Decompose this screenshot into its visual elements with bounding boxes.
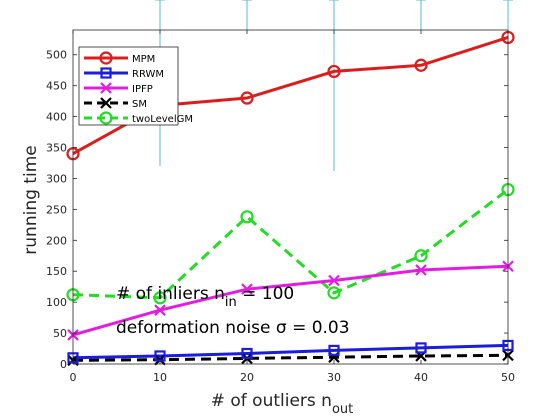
- marker-twolevelgm-1: [153, 291, 167, 305]
- marker-twolevelgm-3: [327, 286, 341, 300]
- legend-marker-sm: [100, 97, 112, 109]
- marker-mpm-4: [414, 58, 428, 72]
- y-tick-label-8: 400: [46, 111, 67, 124]
- legend-marker-mpm: [99, 51, 113, 65]
- y-tick-label-4: 200: [46, 234, 67, 247]
- x-axis-ticks: 0 10 20 30 40 50: [70, 30, 515, 384]
- legend-marker-ipfp: [100, 82, 112, 94]
- x-axis-label-main: # of outliers n: [211, 391, 332, 411]
- y-tick-label-7: 350: [46, 142, 67, 155]
- y-tick-label-0: 0: [60, 358, 67, 371]
- y-tick-label-6: 300: [46, 172, 67, 185]
- x-tick-label-4: 40: [414, 371, 428, 384]
- error-bars: [155, 0, 513, 172]
- marker-rrwm-4: [415, 342, 427, 354]
- legend-label-rrwm: RRWM: [132, 69, 164, 80]
- marker-ipfp-3: [328, 274, 340, 287]
- y-tick-label-3: 150: [46, 265, 67, 278]
- x-axis-label: # of outliers nout: [211, 391, 354, 417]
- y-tick-label-10: 500: [46, 49, 67, 62]
- marker-ipfp-1: [154, 304, 166, 316]
- marker-twolevelgm-2: [240, 210, 254, 224]
- annotation-inliers-main: # of inliers n: [116, 284, 225, 304]
- y-tick-label-2: 100: [46, 296, 67, 309]
- legend-marker-rrwm: [100, 67, 112, 79]
- legend-label-ipfp: IPFP: [132, 84, 153, 95]
- marker-twolevelgm-4: [414, 249, 428, 263]
- annotation-inliers: # of inliers nin = 100: [116, 284, 294, 310]
- annotation-inliers-suffix: = 100: [237, 284, 295, 304]
- legend-label-sm: SM: [132, 99, 147, 110]
- series-line-twolevelgm: [72, 188, 509, 300]
- y-tick-label-5: 250: [46, 203, 67, 216]
- marker-ipfp-4: [415, 264, 427, 276]
- y-axis-ticks: 0 50 100 150 200 250 300 350 400 450 500: [46, 49, 508, 371]
- legend-box: [78, 46, 179, 126]
- marker-rrwm-3: [328, 344, 340, 356]
- x-tick-label-1: 10: [153, 371, 167, 384]
- x-tick-label-0: 0: [70, 371, 77, 384]
- plot-frame: [72, 29, 509, 365]
- x-tick-label-2: 20: [240, 371, 254, 384]
- legend-label-twolevelgm: twoLevelGM: [132, 114, 193, 125]
- series-line-ipfp: [72, 264, 509, 337]
- annotation-noise: deformation noise σ = 0.03: [116, 318, 350, 338]
- x-tick-label-5: 50: [501, 371, 515, 384]
- series-line-rrwm: [72, 343, 509, 360]
- annotation-inliers-sub: in: [225, 295, 237, 310]
- y-axis-label: running time: [21, 145, 41, 254]
- legend-label-mpm: MPM: [132, 54, 155, 65]
- y-tick-label-1: 50: [53, 327, 67, 340]
- x-axis-label-sub: out: [332, 402, 353, 417]
- y-tick-label-9: 450: [46, 80, 67, 93]
- legend: MPM RRWM IPFP SM twoLevelGM: [78, 46, 193, 126]
- x-tick-label-3: 30: [327, 371, 341, 384]
- series-line-sm: [72, 353, 509, 362]
- legend-marker-twolevelgm: [99, 111, 113, 125]
- marker-mpm-3: [327, 64, 341, 79]
- marker-rrwm-2: [241, 347, 253, 360]
- marker-mpm-2: [240, 91, 254, 105]
- marker-ipfp-2: [241, 283, 253, 295]
